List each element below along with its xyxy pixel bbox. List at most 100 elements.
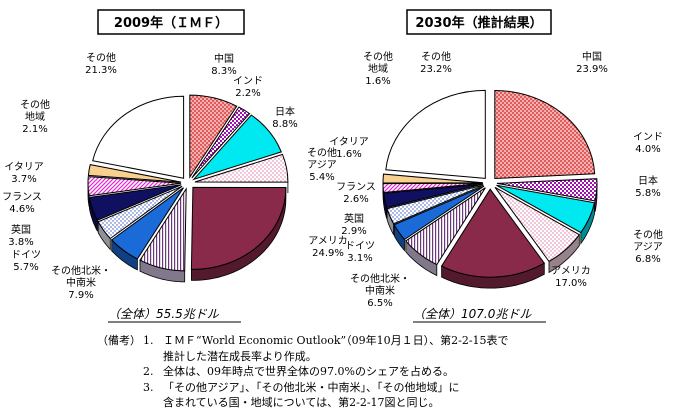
slice-value-label: 5.8%	[635, 188, 660, 199]
note-row-1: （備考） 1. ＩＭＦ“World Economic Outlook”（09年1…	[97, 333, 657, 349]
pie-slice	[139, 187, 187, 272]
slice-value-label: 3.1%	[347, 253, 372, 264]
slice-name-label: フランス	[336, 181, 376, 193]
slice-name-label: 中南米	[66, 276, 96, 289]
pie-slice	[494, 89, 596, 180]
chart-total-label: （全体）107.0兆ドル	[413, 307, 532, 321]
pie-slice	[110, 187, 184, 260]
slice-value-label: 17.0%	[555, 278, 587, 289]
slice-name-label: その他	[307, 146, 337, 159]
pie-slice	[382, 182, 484, 194]
pie-slice	[386, 184, 484, 225]
slice-value-label: 21.3%	[85, 65, 117, 76]
note-text: ＩＭＦ“World Economic Outlook”（09年10月１日）、第2…	[163, 334, 509, 347]
slice-name-label: アメリカ	[308, 235, 348, 247]
slice-name-label: アジア	[633, 242, 663, 253]
slice-name-label: 地域	[25, 110, 45, 123]
slice-name-label: その他北米・	[350, 272, 410, 285]
slice-value-label: 2.1%	[22, 124, 47, 135]
slice-name-label: その他北米・	[51, 264, 111, 277]
pie-slice	[194, 153, 289, 183]
pie-slice	[92, 95, 185, 179]
slice-value-label: 8.8%	[272, 119, 297, 130]
chart-total-label: （全体）55.5兆ドル	[108, 307, 220, 321]
pie-slice	[385, 89, 486, 179]
slice-name-label: その他	[633, 228, 663, 241]
note-number: 1.	[143, 334, 154, 347]
pie-slice	[405, 187, 486, 266]
pie-slice	[496, 184, 596, 234]
slice-value-label: 5.4%	[309, 172, 334, 183]
slice-name-label: 地域	[368, 62, 388, 75]
slice-name-label: その他	[363, 50, 393, 63]
slice-value-label: 7.9%	[68, 290, 93, 301]
slice-label: 英国3.8%	[8, 223, 33, 248]
chart-title: 2030年（推計結果）	[415, 15, 542, 31]
slice-label: 英国2.9%	[341, 212, 366, 237]
pie-slice	[88, 184, 182, 221]
notes-heading: （備考）	[97, 334, 141, 347]
note-number: 2.	[143, 365, 154, 378]
slice-name-label: イタリア	[4, 161, 44, 173]
slice-name-label: アメリカ	[551, 265, 591, 277]
slice-name-label: ドイツ	[345, 241, 375, 252]
slice-value-label: 1.6%	[336, 149, 361, 160]
chart-title: 2009年（ＩＭＦ）	[114, 15, 228, 31]
note-row-3b: 含まれている国・地域については、第2-2-17図と同じ。	[97, 395, 657, 411]
pie-slice	[189, 94, 238, 179]
slice-name-label: 英国	[344, 212, 364, 225]
slice-label: 日本5.8%	[635, 174, 660, 199]
slice-name-label: 日本	[638, 174, 658, 187]
slice-value-label: 24.9%	[312, 248, 344, 259]
slice-name-label: 中南米	[365, 284, 395, 297]
note-text: 「その他アジア」、「その他北米・中南米」、「その他地域」に	[163, 380, 460, 394]
slice-name-label: フランス	[2, 191, 42, 203]
slice-value-label: 2.9%	[341, 226, 366, 237]
note-number: 3.	[143, 380, 154, 394]
pie-slice	[191, 106, 251, 179]
pie-slice	[393, 185, 485, 241]
chart-title-box	[406, 9, 552, 35]
note-text: 全体は、09年時点で世界全体の97.0%のシェアを占める。	[163, 365, 454, 378]
note-row-3: 3. 「その他アジア」、「その他北米・中南米」、「その他地域」に	[97, 380, 657, 396]
pie-slice	[97, 185, 183, 240]
slice-label: 日本8.8%	[272, 105, 297, 130]
slice-value-label: 5.7%	[13, 262, 38, 273]
slice-value-label: 1.6%	[365, 76, 390, 87]
note-row-2: 2. 全体は、09年時点で世界全体の97.0%のシェアを占める。	[97, 364, 657, 380]
pie-slice	[496, 178, 598, 202]
slice-value-label: 8.3%	[211, 66, 236, 77]
pie-slice	[190, 186, 287, 270]
slice-name-label: 英国	[11, 223, 31, 236]
slice-value-label: 23.2%	[420, 64, 452, 75]
pie-slice	[383, 183, 484, 209]
slice-name-label: 日本	[275, 105, 295, 118]
note-row-1b: 推計した潜在成長率より作成。	[97, 349, 657, 365]
note-text: 推計した潜在成長率より作成。	[163, 349, 317, 363]
pie-slice	[382, 173, 484, 184]
chart-title-box	[97, 9, 245, 35]
slice-name-label: インド	[633, 132, 663, 143]
pie-slice	[87, 164, 182, 183]
slice-name-label: インド	[233, 76, 263, 87]
slice-value-label: 2.6%	[343, 194, 368, 205]
slice-value-label: 23.9%	[576, 64, 608, 75]
slice-value-label: 6.5%	[367, 298, 392, 309]
